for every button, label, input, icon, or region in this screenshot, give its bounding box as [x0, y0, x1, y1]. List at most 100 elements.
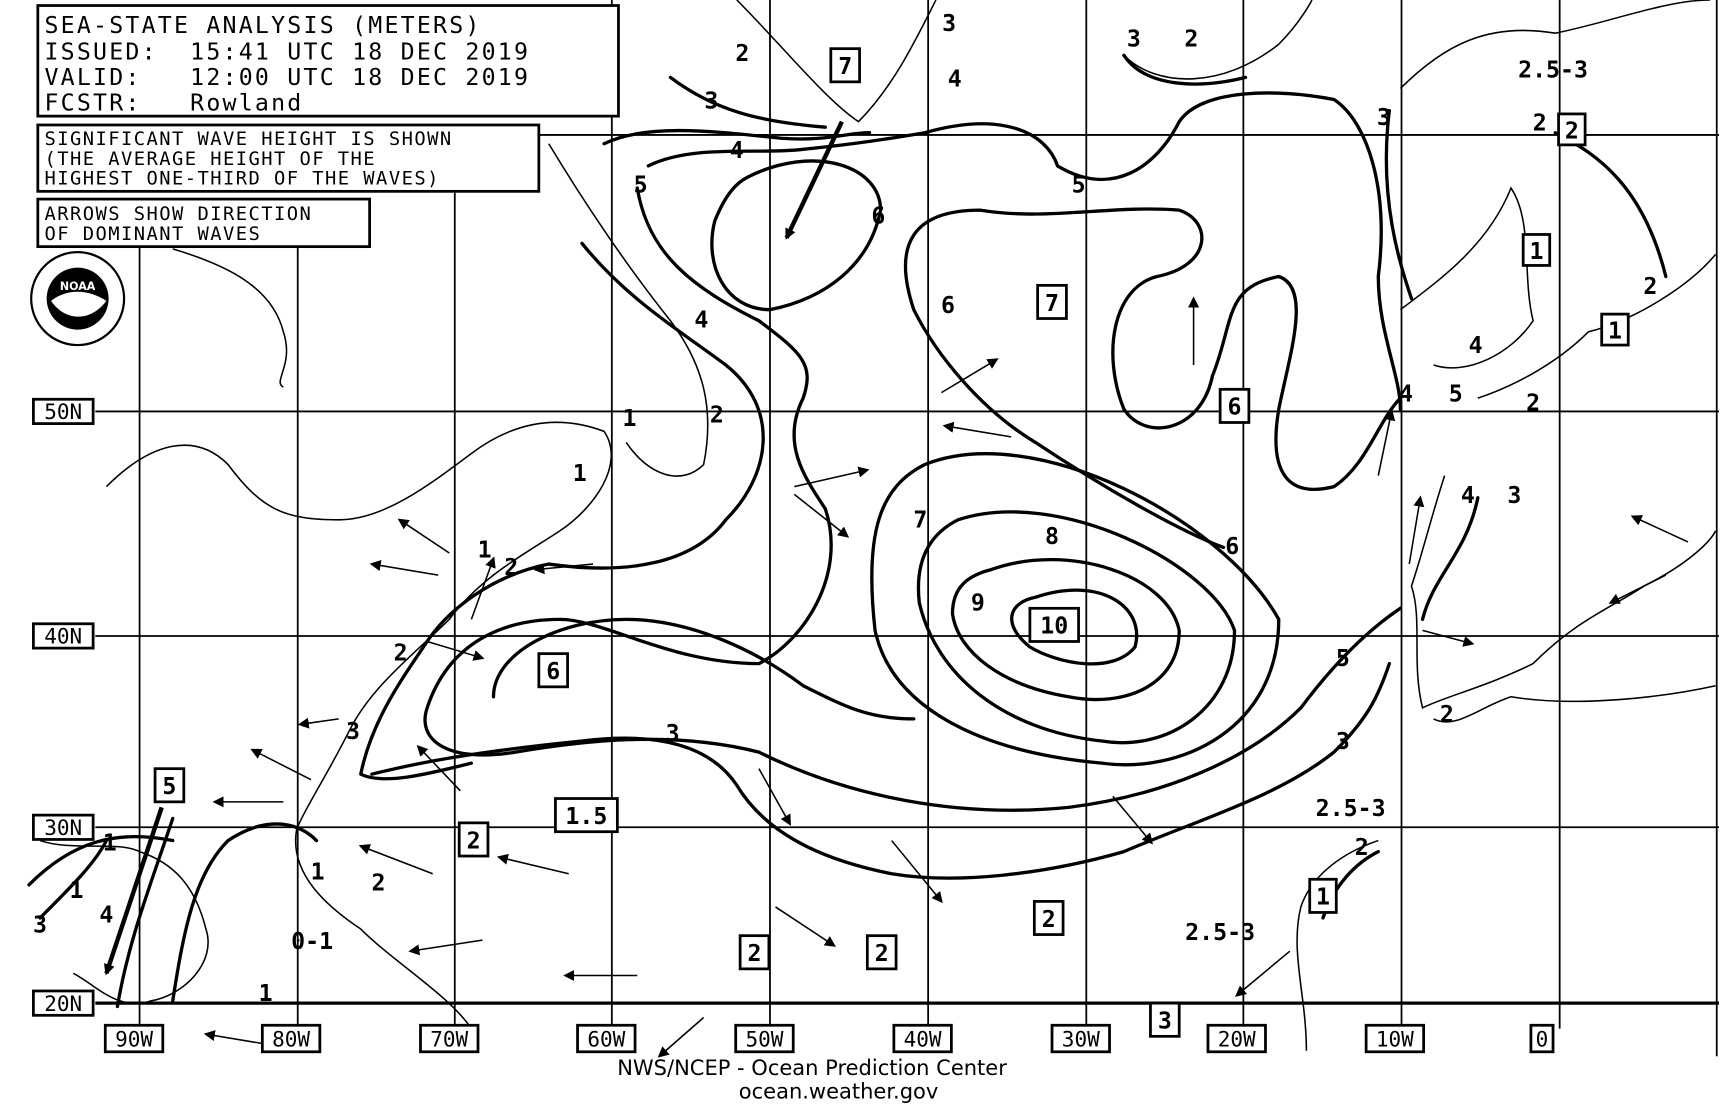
- contour-label: 1: [103, 830, 117, 857]
- lon-label: 70W: [430, 1026, 468, 1051]
- contour-labels: 2 3 3 2 3 4 4 5 6 5 6 4 3 2.5-3 2 2 4 5 …: [33, 10, 1657, 1007]
- coastlines: [39, 0, 1717, 1051]
- boxed-label: 2: [1565, 117, 1579, 144]
- boxed-label: 7: [1045, 290, 1059, 317]
- boxed-label: 1.5: [565, 803, 607, 830]
- lon-label: 80W: [272, 1026, 310, 1051]
- contour-label: 8: [1045, 523, 1059, 550]
- boxed-label: 10: [1040, 613, 1068, 640]
- note-line-2: (THE AVERAGE HEIGHT OF THE: [44, 149, 376, 170]
- lon-label: 10W: [1376, 1026, 1414, 1051]
- contour-label: 0-1: [291, 928, 333, 955]
- boxed-label: 2: [875, 940, 889, 967]
- svg-text:NOAA: NOAA: [60, 280, 96, 293]
- contour-label: 3: [1507, 482, 1521, 509]
- contour-8: [916, 510, 1237, 745]
- contour-label: 7: [913, 507, 927, 534]
- boxed-label: 1: [1608, 317, 1622, 344]
- contour-label: 4: [1461, 482, 1475, 509]
- contour-3: [370, 53, 1414, 880]
- contour-label: 4: [99, 901, 113, 928]
- contour-label: 2: [1440, 701, 1454, 728]
- lon-label: 30W: [1062, 1026, 1100, 1051]
- contour-label: 1: [573, 460, 587, 487]
- contour-7: [870, 452, 1281, 767]
- contour-label: 2: [1184, 25, 1198, 52]
- boxed-label: 2: [1042, 906, 1056, 933]
- lon-label: 40W: [904, 1026, 942, 1051]
- contour-label: 6: [871, 202, 885, 229]
- boxed-height-labels: 7 2 1 1 7 6 10 6 1.5 2 5 2 2 2 1 3: [153, 47, 1630, 1038]
- boxed-label: 6: [1228, 394, 1242, 421]
- contour-label: 2: [1643, 273, 1657, 300]
- contour-6-west: [491, 617, 916, 721]
- contour-label: 4: [694, 306, 708, 333]
- forecaster: FCSTR: Rowland: [44, 90, 303, 117]
- contour-label: 3: [666, 720, 680, 747]
- boxed-label: 1: [1529, 238, 1543, 265]
- contour-gulf: [27, 816, 319, 1009]
- agency-credit: NWS/NCEP - Ocean Prediction Center: [617, 1055, 1007, 1080]
- boxed-label: 3: [1158, 1008, 1172, 1035]
- contour-label: 1: [623, 405, 637, 432]
- contour-label: 2: [394, 639, 408, 666]
- title-block: SEA-STATE ANALYSIS (METERS) ISSUED: 15:4…: [36, 4, 620, 249]
- website-credit: ocean.weather.gov: [739, 1078, 939, 1103]
- contour-label: 2.5-3: [1518, 56, 1588, 83]
- contour-label: 1: [311, 858, 325, 885]
- boxed-label: 5: [162, 773, 176, 800]
- lon-label: 60W: [587, 1026, 625, 1051]
- contour-5: [423, 91, 1403, 812]
- chart-title: SEA-STATE ANALYSIS (METERS): [44, 12, 481, 39]
- contour-label: 3: [1127, 25, 1141, 52]
- contour-9: [950, 557, 1181, 702]
- lat-label: 40N: [44, 624, 82, 649]
- note-line-3: HIGHEST ONE-THIRD OF THE WAVES): [44, 169, 439, 190]
- lat-label: 20N: [44, 991, 82, 1016]
- contour-label: 3: [704, 87, 718, 114]
- contour-label: 2.5-3: [1316, 795, 1386, 822]
- contour-label: 4: [1469, 332, 1483, 359]
- contour-label: 5: [1072, 171, 1086, 198]
- longitude-labels: 90W 80W 70W 60W 50W 40W 30W 20W 10W 0: [103, 1023, 1555, 1054]
- noaa-logo: NOAA: [30, 251, 126, 347]
- contour-label: 3: [942, 10, 956, 37]
- boxed-label: 7: [838, 53, 852, 80]
- arrows-note-1: ARROWS SHOW DIRECTION: [44, 204, 312, 225]
- contour-label: 1: [259, 980, 273, 1007]
- contour-label: 5: [1449, 380, 1463, 407]
- lon-label: 90W: [115, 1026, 153, 1051]
- contour-label: 3: [33, 911, 47, 938]
- boxed-label: 6: [546, 658, 560, 685]
- lat-label: 50N: [44, 399, 82, 424]
- contour-label: 2: [1526, 389, 1540, 416]
- contour-6-east: [903, 207, 1403, 550]
- contour-label: 6: [1225, 533, 1239, 560]
- contour-label: 2: [735, 40, 749, 67]
- contour-label: 4: [948, 65, 962, 92]
- contour-label: 4: [730, 137, 744, 164]
- issued-time: ISSUED: 15:41 UTC 18 DEC 2019: [44, 39, 530, 66]
- footer: NWS/NCEP - Ocean Prediction Center ocean…: [617, 1055, 1007, 1103]
- boxed-label: 2: [748, 940, 762, 967]
- contour-label: 2: [1355, 834, 1369, 861]
- contour-label: 3: [346, 718, 360, 745]
- contour-label: 2: [371, 869, 385, 896]
- contour-label: 3: [1336, 728, 1350, 755]
- boxed-label: 2: [467, 827, 481, 854]
- contour-label: 2: [1533, 110, 1547, 137]
- contour-label: 5: [634, 171, 648, 198]
- note-line-1: SIGNIFICANT WAVE HEIGHT IS SHOWN: [44, 129, 452, 150]
- boxed-label: 1: [1316, 884, 1330, 911]
- lon-label: 0: [1536, 1026, 1549, 1051]
- contour-label: 2: [710, 401, 724, 428]
- arrows-note-2: OF DOMINANT WAVES: [44, 224, 261, 245]
- contour-label: 6: [941, 292, 955, 319]
- contour-label: 9: [971, 590, 985, 617]
- contour-label: 2.5-3: [1185, 919, 1255, 946]
- contour-label: 1: [478, 536, 492, 563]
- wave-direction-arrows: [103, 120, 1689, 1058]
- contour-label: 5: [1336, 645, 1350, 672]
- lon-label: 20W: [1218, 1026, 1256, 1051]
